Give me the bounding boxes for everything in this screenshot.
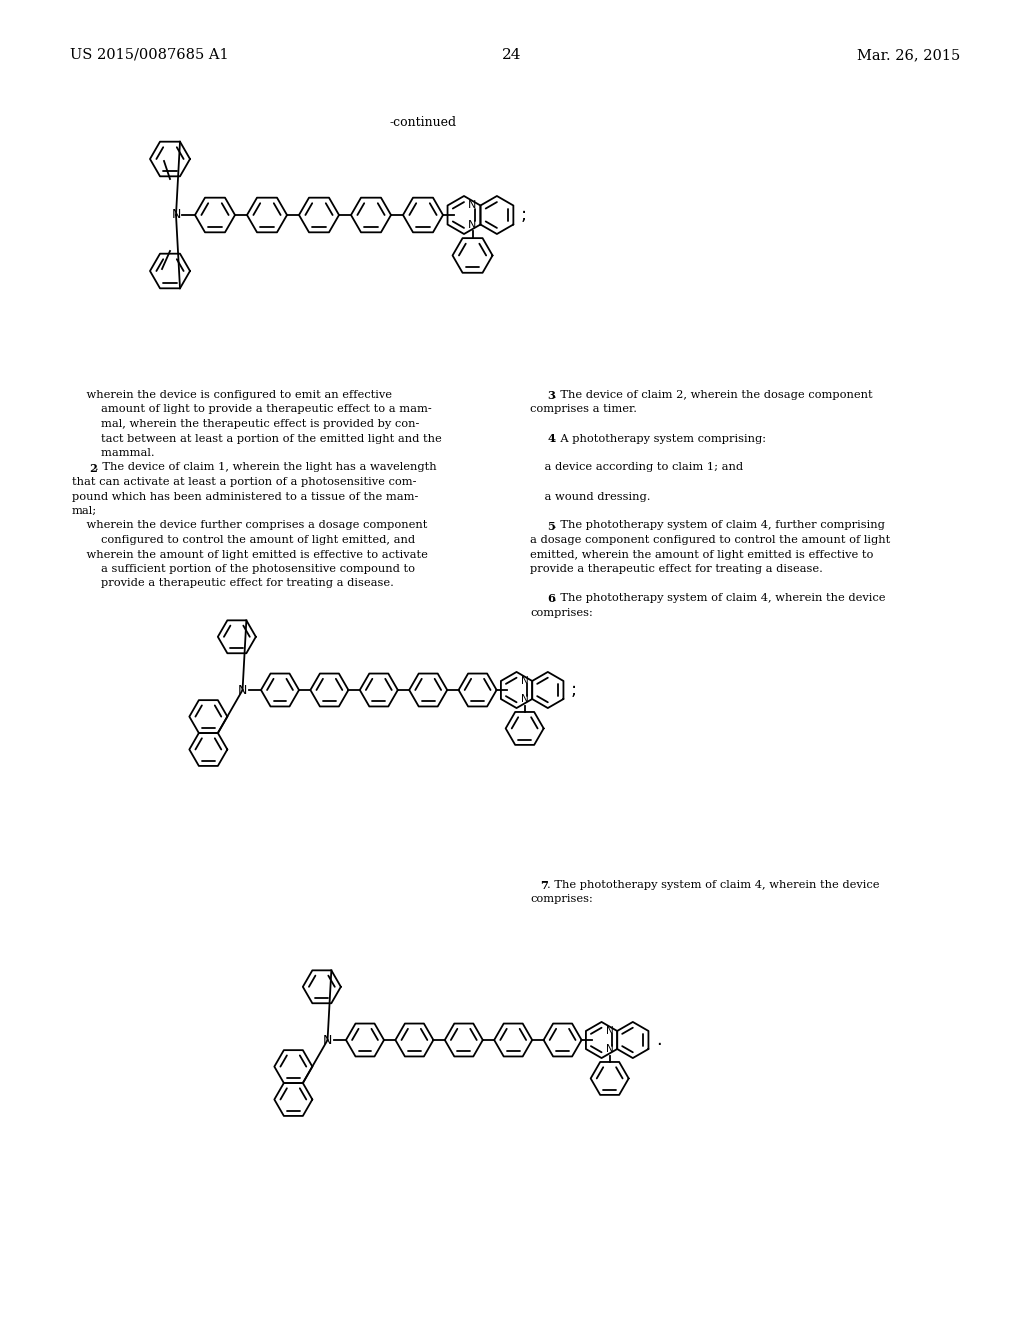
Text: emitted, wherein the amount of light emitted is effective to: emitted, wherein the amount of light emi… <box>530 549 873 560</box>
Text: amount of light to provide a therapeutic effect to a mam-: amount of light to provide a therapeutic… <box>72 404 432 414</box>
Text: ;: ; <box>521 206 527 224</box>
Text: a sufficient portion of the photosensitive compound to: a sufficient portion of the photosensiti… <box>72 564 415 574</box>
Text: mammal.: mammal. <box>72 447 155 458</box>
Text: that can activate at least a portion of a photosensitive com-: that can activate at least a portion of … <box>72 477 417 487</box>
Text: ;: ; <box>570 681 577 700</box>
Text: US 2015/0087685 A1: US 2015/0087685 A1 <box>70 48 228 62</box>
Text: comprises a timer.: comprises a timer. <box>530 404 637 414</box>
Text: 24: 24 <box>502 48 522 62</box>
Text: mal;: mal; <box>72 506 97 516</box>
Text: a wound dressing.: a wound dressing. <box>530 491 650 502</box>
Text: 7: 7 <box>540 880 548 891</box>
Text: 3: 3 <box>547 389 555 401</box>
Text: pound which has been administered to a tissue of the mam-: pound which has been administered to a t… <box>72 491 419 502</box>
Text: 5: 5 <box>547 520 555 532</box>
Text: comprises:: comprises: <box>530 895 593 904</box>
Text: .: . <box>655 1031 662 1049</box>
Text: 2: 2 <box>89 462 97 474</box>
Text: N: N <box>521 694 528 704</box>
Text: a device according to claim 1; and: a device according to claim 1; and <box>530 462 743 473</box>
Text: N: N <box>468 219 477 230</box>
Text: provide a therapeutic effect for treating a disease.: provide a therapeutic effect for treatin… <box>72 578 394 589</box>
Text: mal, wherein the therapeutic effect is provided by con-: mal, wherein the therapeutic effect is p… <box>72 418 420 429</box>
Text: . The phototherapy system of claim 4, wherein the device: . The phototherapy system of claim 4, wh… <box>547 880 880 890</box>
Text: N: N <box>606 1044 613 1055</box>
Text: wherein the amount of light emitted is effective to activate: wherein the amount of light emitted is e… <box>72 549 428 560</box>
Text: configured to control the amount of light emitted, and: configured to control the amount of ligh… <box>72 535 415 545</box>
Text: Mar. 26, 2015: Mar. 26, 2015 <box>857 48 961 62</box>
Text: N: N <box>238 684 247 697</box>
Text: . The device of claim 1, wherein the light has a wavelength: . The device of claim 1, wherein the lig… <box>94 462 436 473</box>
Text: . The phototherapy system of claim 4, further comprising: . The phototherapy system of claim 4, fu… <box>553 520 885 531</box>
Text: . A phototherapy system comprising:: . A phototherapy system comprising: <box>553 433 766 444</box>
Text: N: N <box>171 209 180 222</box>
Text: wherein the device further comprises a dosage component: wherein the device further comprises a d… <box>72 520 427 531</box>
Text: tact between at least a portion of the emitted light and the: tact between at least a portion of the e… <box>72 433 441 444</box>
Text: -continued: -continued <box>390 116 457 129</box>
Text: N: N <box>521 676 528 686</box>
Text: N: N <box>606 1026 613 1036</box>
Text: provide a therapeutic effect for treating a disease.: provide a therapeutic effect for treatin… <box>530 564 823 574</box>
Text: N: N <box>323 1034 332 1047</box>
Text: 4: 4 <box>547 433 555 445</box>
Text: a dosage component configured to control the amount of light: a dosage component configured to control… <box>530 535 890 545</box>
Text: N: N <box>468 201 477 210</box>
Text: . The device of claim 2, wherein the dosage component: . The device of claim 2, wherein the dos… <box>553 389 872 400</box>
Text: wherein the device is configured to emit an effective: wherein the device is configured to emit… <box>72 389 392 400</box>
Text: 6: 6 <box>547 593 555 605</box>
Text: . The phototherapy system of claim 4, wherein the device: . The phototherapy system of claim 4, wh… <box>553 593 885 603</box>
Text: comprises:: comprises: <box>530 607 593 618</box>
